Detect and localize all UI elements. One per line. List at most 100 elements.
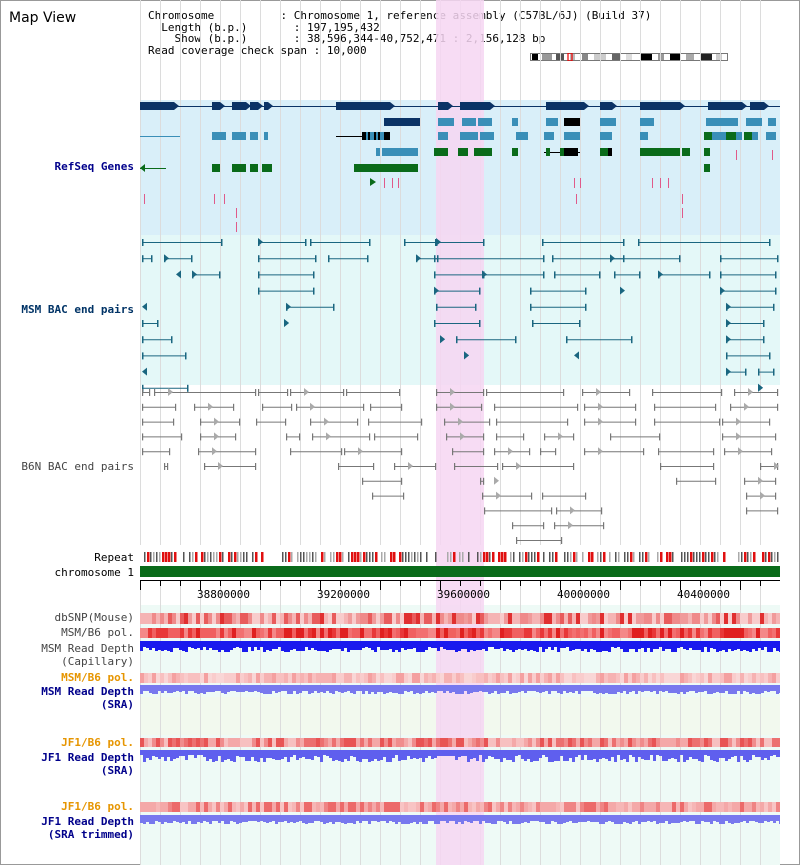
jf1-pol-heat-cell — [164, 738, 168, 747]
bac-end-mark — [486, 389, 488, 396]
msm-sra-depth-bar — [758, 685, 761, 694]
jf1-trimmed-depth-bar — [713, 815, 716, 821]
msm-pol-heat-cell — [572, 673, 576, 683]
track-label-msm-bac[interactable]: MSM BAC end pairs — [21, 303, 134, 316]
bac-end-arrow — [558, 432, 563, 441]
repeat-mark — [537, 552, 540, 562]
msm-capillary-depth-bar — [662, 641, 665, 651]
jf1-pol-heat-cell — [496, 738, 500, 747]
repeat-mark — [753, 552, 756, 562]
msm-pol-heat-cell — [412, 628, 416, 638]
jf1-pol-heat-cell — [696, 802, 700, 812]
jf1-trimmed-depth-bar — [521, 815, 524, 823]
repeat-mark — [666, 552, 669, 562]
msm-pol-heat-cell — [212, 628, 216, 638]
msm-capillary-depth-bar — [236, 641, 239, 647]
msm-pol-heat-cell — [336, 673, 340, 683]
msm-sra-depth-bar — [296, 685, 299, 694]
msm-sra-depth-bar — [644, 685, 647, 691]
jf1-pol-heat-cell — [620, 802, 624, 812]
msm-pol-heat-cell — [404, 628, 408, 638]
msm-capillary-depth-bar — [518, 641, 521, 649]
jf1-pol-heat-cell — [292, 738, 296, 747]
bac-end-mark — [313, 287, 315, 295]
jf1-pol-heat-cell — [728, 738, 732, 747]
repeat-mark — [315, 552, 317, 562]
genome-track-view[interactable] — [140, 0, 780, 865]
msm-capillary-depth-bar — [317, 641, 320, 651]
track-label-refseq-genes[interactable]: RefSeq Genes — [54, 160, 134, 173]
gene-arrow — [390, 102, 395, 110]
msm-sra-depth-bar — [473, 685, 476, 692]
bac-end-mark — [566, 336, 568, 344]
jf1-pol-heat-cell — [388, 738, 392, 747]
jf1-pol-heat-cell — [208, 802, 212, 812]
msm-pol-heat-cell — [704, 628, 708, 638]
jf1-pol-heat-cell — [492, 802, 496, 812]
jf1-sra-depth-bar — [587, 750, 590, 760]
msm-capillary-depth-bar — [722, 641, 725, 650]
jf1-sra-depth-bar — [611, 750, 614, 757]
jf1-pol-heat-cell — [540, 738, 544, 747]
msm-capillary-depth-bar — [461, 641, 464, 649]
msm-sra-depth-bar — [632, 685, 635, 691]
repeat-mark — [510, 552, 512, 562]
bac-end-arrow — [570, 506, 575, 515]
gene-block — [564, 132, 580, 140]
gene-mark — [392, 178, 393, 188]
msm-pol-heat-cell — [380, 673, 384, 683]
dbsnp-heat-cell — [412, 613, 416, 624]
jf1-sra-depth-bar — [650, 750, 653, 755]
jf1-trimmed-depth-bar — [770, 815, 773, 821]
jf1-pol-heat-cell — [648, 802, 652, 812]
msm-pol-heat-cell — [400, 673, 404, 683]
jf1-pol-heat-cell — [280, 738, 284, 747]
jf1-trimmed-depth-bar — [524, 815, 527, 822]
jf1-trimmed-depth-bar — [377, 815, 380, 822]
msm-pol-heat-cell — [148, 628, 152, 638]
jf1-sra-depth-bar — [713, 750, 716, 761]
jf1-sra-depth-bar — [386, 750, 389, 762]
jf1-sra-depth-bar — [410, 750, 413, 759]
jf1-trimmed-depth-bar — [224, 815, 227, 824]
track-label-b6n-bac[interactable]: B6N BAC end pairs — [21, 460, 134, 473]
msm-pol-heat-cell — [732, 673, 736, 683]
dbsnp-heat-cell — [436, 613, 440, 624]
msm-sra-depth-bar — [245, 685, 248, 691]
bac-end-mark — [777, 507, 779, 515]
msm-pol-heat-cell — [500, 628, 504, 638]
msm-sra-depth-bar — [161, 685, 164, 693]
msm-pol-heat-cell — [244, 673, 248, 683]
msm-pol-heat-cell — [336, 628, 340, 638]
repeat-mark — [597, 552, 599, 562]
jf1-sra-depth-bar — [695, 750, 698, 759]
dbsnp-heat-cell — [612, 613, 616, 624]
jf1-sra-depth-bar — [173, 750, 176, 759]
dbsnp-heat-cell — [240, 613, 244, 624]
repeat-mark — [411, 552, 413, 562]
jf1-pol-heat-cell — [664, 802, 668, 812]
repeat-mark — [492, 552, 495, 562]
msm-capillary-depth-bar — [641, 641, 644, 648]
bac-end-mark — [142, 239, 144, 246]
dbsnp-heat-cell — [144, 613, 148, 624]
dbsnp-heat-cell — [508, 613, 512, 624]
msm-pol-heat-cell — [204, 673, 208, 683]
jf1-sra-depth-bar — [590, 750, 593, 760]
msm-capillary-depth-bar — [470, 641, 473, 650]
jf1-trimmed-depth-bar — [287, 815, 290, 823]
gene-arrow — [258, 102, 263, 110]
jf1-trimmed-depth-bar — [464, 815, 467, 821]
jf1-sra-depth-bar — [212, 750, 215, 762]
msm-pol-heat-cell — [776, 628, 780, 638]
repeat-mark — [366, 552, 368, 562]
coverage-label: Read coverage check span — [148, 43, 307, 57]
track-label-repeat: Repeat — [94, 551, 134, 564]
msm-sra-depth-bar — [716, 685, 719, 692]
jf1-trimmed-depth-bar — [326, 815, 329, 823]
jf1-sra-depth-bar — [287, 750, 290, 762]
jf1-pol-heat-cell — [188, 738, 192, 747]
msm-pol-heat-cell — [328, 628, 332, 638]
repeat-mark — [246, 552, 248, 562]
msm-sra-depth-bar — [503, 685, 506, 693]
